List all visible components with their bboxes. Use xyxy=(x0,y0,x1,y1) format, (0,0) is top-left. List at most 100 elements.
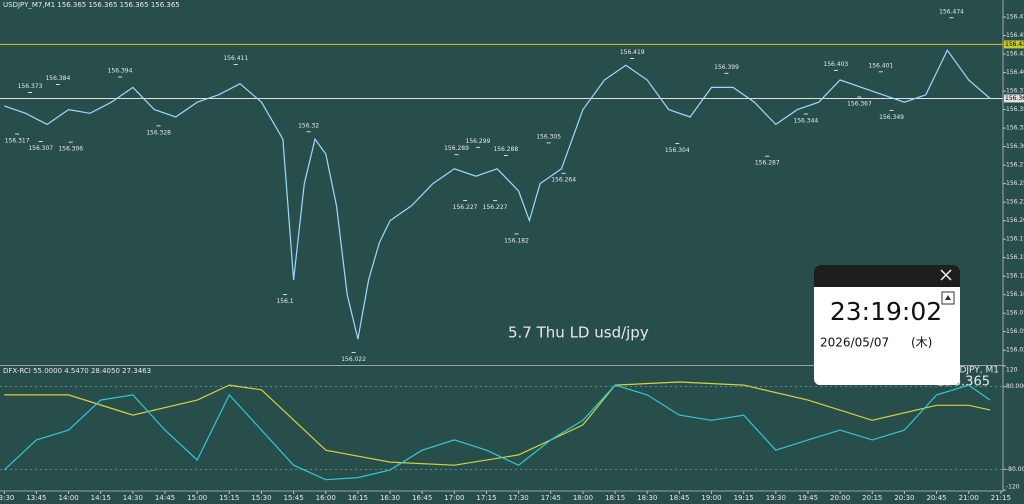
x-tick-label: 20:45 xyxy=(926,494,946,502)
point-label: 156.349 xyxy=(879,114,904,121)
series-line xyxy=(4,381,991,466)
pin-icon[interactable] xyxy=(941,291,955,305)
point-label: 156.022 xyxy=(341,356,366,363)
point-label: 156.474 xyxy=(939,8,964,15)
y-tick-label: 156.250 xyxy=(1006,180,1024,187)
indicator-title: DFX-RCI 55.0000 4.5470 28.4050 27.3463 xyxy=(3,367,151,375)
y-tick-label: 156.325 xyxy=(1006,125,1024,132)
x-tick-label: 14:00 xyxy=(58,494,78,502)
series-line xyxy=(4,49,991,340)
point-label: 156.306 xyxy=(58,146,83,153)
y-tick-label: 156.075 xyxy=(1006,310,1024,317)
y-tick-label: 156.425 xyxy=(1006,51,1024,58)
price-tag-label: 156.438 xyxy=(1005,41,1024,48)
y-tick-label: 156.225 xyxy=(1006,199,1024,206)
y-tick-label: -80.0000 xyxy=(1006,466,1024,473)
x-tick-label: 14:45 xyxy=(155,494,175,502)
point-label: 156.305 xyxy=(536,133,561,140)
price-tag-label: 156.365 xyxy=(1005,95,1024,102)
point-label: 156.401 xyxy=(868,62,893,69)
x-tick-label: 18:00 xyxy=(573,494,593,502)
point-label: 156.328 xyxy=(146,129,171,136)
x-tick-label: 14:15 xyxy=(91,494,111,502)
x-tick-label: 21:15 xyxy=(991,494,1011,502)
x-tick-label: 14:30 xyxy=(123,494,143,502)
y-tick-label: 156.175 xyxy=(1006,236,1024,243)
point-label: 156.344 xyxy=(793,118,818,125)
x-tick-label: 19:30 xyxy=(766,494,786,502)
x-tick-label: 21:00 xyxy=(959,494,979,502)
point-label: 156.289 xyxy=(444,145,469,152)
point-label: 156.373 xyxy=(18,83,43,90)
x-tick-label: 15:15 xyxy=(219,494,239,502)
point-label: 156.32 xyxy=(298,122,319,129)
point-label: 156.264 xyxy=(551,177,576,184)
point-label: 156.399 xyxy=(714,64,739,71)
y-tick-label: 156.125 xyxy=(1006,273,1024,280)
x-tick-label: 20:00 xyxy=(830,494,850,502)
clock-panel xyxy=(814,265,960,385)
y-tick-label: 156.100 xyxy=(1006,291,1024,298)
x-tick-label: 20:15 xyxy=(862,494,882,502)
y-tick-label: 156.275 xyxy=(1006,162,1024,169)
annotation: 5.7 Thu LD usd/jpy xyxy=(508,324,649,342)
x-tick-label: 16:30 xyxy=(380,494,400,502)
price-tag xyxy=(1004,40,1024,49)
clock-date: 2026/05/07 xyxy=(820,336,889,350)
point-label: 156.1 xyxy=(276,298,293,305)
y-tick-label: 156.150 xyxy=(1006,254,1024,261)
close-icon[interactable] xyxy=(940,269,952,281)
x-tick-label: 15:45 xyxy=(284,494,304,502)
point-label: 156.411 xyxy=(223,55,248,62)
point-label: 156.182 xyxy=(504,237,529,244)
point-label: 156.394 xyxy=(108,67,133,74)
point-label: 156.227 xyxy=(483,204,508,211)
y-tick-label: 156.350 xyxy=(1006,106,1024,113)
x-tick-label: 13:30 xyxy=(0,494,14,502)
y-tick-label: 156.450 xyxy=(1006,32,1024,39)
x-tick-label: 16:00 xyxy=(316,494,336,502)
x-tick-label: 18:15 xyxy=(605,494,625,502)
point-label: 156.288 xyxy=(493,146,518,153)
y-tick-label: 156.050 xyxy=(1006,328,1024,335)
x-tick-label: 17:15 xyxy=(476,494,496,502)
y-tick-label: 156.025 xyxy=(1006,347,1024,354)
y-tick-label: 156.375 xyxy=(1006,88,1024,95)
x-tick-label: 13:45 xyxy=(26,494,46,502)
x-tick-label: 19:00 xyxy=(701,494,721,502)
price-tag xyxy=(1004,94,1024,103)
y-tick-label: 156.300 xyxy=(1006,143,1024,150)
x-tick-label: 17:45 xyxy=(541,494,561,502)
clock-header xyxy=(814,265,960,287)
point-label: 156.299 xyxy=(466,138,491,145)
clock-time: 23:19:02 xyxy=(830,297,942,326)
point-label: 156.384 xyxy=(45,75,70,82)
series-line xyxy=(3,384,991,481)
x-tick-label: 18:30 xyxy=(637,494,657,502)
symbol-label: USDJPY, M1 xyxy=(947,366,999,376)
x-tick-label: 17:30 xyxy=(509,494,529,502)
clock-weekday: (木) xyxy=(911,336,932,350)
point-label: 156.227 xyxy=(453,204,478,211)
x-tick-label: 17:00 xyxy=(444,494,464,502)
clock-widget: 23:19:02 2026/05/07 (木) xyxy=(814,265,960,385)
x-tick-label: 15:30 xyxy=(251,494,271,502)
x-tick-label: 19:45 xyxy=(798,494,818,502)
point-label: 156.317 xyxy=(5,138,30,145)
y-tick-label: 156.200 xyxy=(1006,217,1024,224)
y-tick-label: 156.475 xyxy=(1006,14,1024,21)
x-tick-label: 16:45 xyxy=(412,494,432,502)
point-label: 156.367 xyxy=(847,100,872,107)
point-label: 156.419 xyxy=(620,49,645,56)
x-tick-label: 19:15 xyxy=(734,494,754,502)
y-tick-label: 80.0000 xyxy=(1006,383,1024,390)
y-tick-label: -120 xyxy=(1006,484,1020,491)
x-tick-label: 20:30 xyxy=(894,494,914,502)
y-tick-label: 120 xyxy=(1006,367,1018,374)
point-label: 156.403 xyxy=(823,61,848,68)
chart-title: USDJPY_M7,M1 156.365 156.365 156.365 156… xyxy=(3,1,180,9)
point-label: 156.307 xyxy=(28,145,53,152)
